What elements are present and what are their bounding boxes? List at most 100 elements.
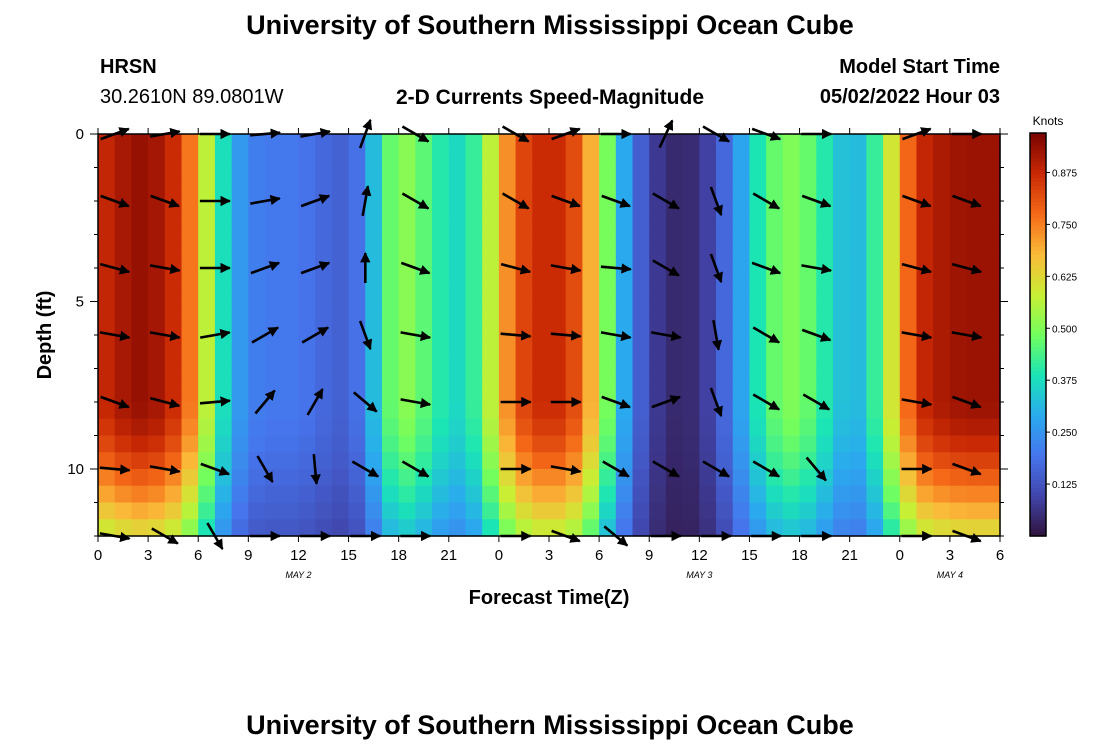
heatmap-cell [164, 418, 183, 437]
heatmap-cell [866, 335, 884, 353]
heatmap-cell [398, 435, 416, 453]
heatmap-cell [832, 150, 851, 169]
heatmap-cell [148, 502, 166, 520]
heatmap-cell [899, 301, 918, 319]
heatmap-cell [181, 351, 199, 370]
heatmap-cell [532, 201, 550, 219]
heatmap-cell [198, 318, 216, 336]
heatmap-cell [381, 150, 400, 169]
heatmap-cell [782, 519, 801, 537]
colorbar-segment [1030, 467, 1046, 473]
heatmap-cell [949, 167, 968, 185]
heatmap-cell [164, 251, 183, 269]
heatmap-cell [114, 234, 132, 252]
heatmap-cell [549, 318, 567, 336]
heatmap-cell [582, 519, 600, 537]
heatmap-cell [448, 201, 467, 219]
heatmap-cell [482, 402, 500, 420]
heatmap-cell [632, 268, 650, 286]
heatmap-cell [732, 469, 751, 487]
heatmap-cell [582, 134, 600, 152]
heatmap-cell [665, 134, 684, 152]
heatmap-cell [699, 335, 717, 353]
heatmap-cell [131, 418, 149, 437]
heatmap-cell [983, 485, 1001, 504]
heatmap-cell [599, 402, 617, 420]
heatmap-cell [883, 385, 901, 403]
heatmap-cell [816, 368, 834, 386]
heatmap-cell [498, 284, 517, 303]
x-tick-label: 12 [691, 547, 708, 564]
heatmap-cell [164, 150, 183, 169]
heatmap-cell [281, 150, 300, 169]
heatmap-cell [749, 184, 767, 202]
heatmap-cell [398, 402, 416, 420]
current-vector [310, 453, 321, 485]
heatmap-cell [549, 217, 567, 236]
heatmap-cell [131, 301, 149, 319]
colorbar-segment [1030, 427, 1046, 432]
colorbar-segment [1030, 137, 1046, 142]
heatmap-cell [665, 351, 684, 370]
heatmap-cell [549, 485, 567, 504]
colorbar-segment [1030, 435, 1046, 440]
heatmap-cell [448, 485, 467, 504]
current-vector [952, 395, 982, 409]
heatmap-cell [465, 452, 483, 470]
heatmap-cell [448, 435, 467, 453]
heatmap-cell [432, 167, 450, 185]
current-vector [199, 328, 231, 340]
colorbar-segment [1030, 439, 1046, 444]
heatmap-cell [582, 485, 600, 504]
heatmap-cell [966, 150, 984, 169]
heatmap-cell [131, 452, 149, 470]
heatmap-cell [415, 301, 433, 319]
current-vector [801, 194, 832, 208]
colorbar-segment [1030, 294, 1046, 299]
current-vector [550, 263, 582, 275]
heatmap-cell [331, 234, 350, 252]
heatmap-cell [966, 385, 984, 403]
heatmap-cell [582, 351, 600, 370]
heatmap-cell [131, 502, 149, 520]
heatmap-cell [381, 234, 400, 252]
heatmap-cell [749, 284, 767, 303]
heatmap-cell [782, 301, 801, 319]
heatmap-cell [331, 201, 350, 219]
heatmap-cell [181, 150, 199, 169]
current-vector [652, 259, 680, 277]
heatmap-cell [599, 502, 617, 520]
heatmap-cell [916, 435, 934, 453]
colorbar-segment [1030, 511, 1046, 517]
heatmap-cell [465, 184, 483, 202]
heatmap-cell [632, 234, 650, 252]
colorbar-segment [1030, 161, 1046, 166]
heatmap-cell [649, 318, 667, 336]
heatmap-cell [615, 217, 634, 236]
heatmap-cell [98, 201, 116, 219]
heatmap-cell [465, 485, 483, 504]
heatmap-cell [181, 469, 199, 487]
heatmap-cell [532, 251, 550, 269]
heatmap-cell [649, 150, 667, 169]
heatmap-cell [415, 234, 433, 252]
heatmap-cell [732, 452, 751, 470]
heatmap-cell [198, 268, 216, 286]
colorbar-segment [1030, 475, 1046, 481]
heatmap-cell [465, 402, 483, 420]
colorbar-segment [1030, 181, 1046, 186]
heatmap-cell [381, 368, 400, 386]
current-vector [600, 263, 632, 274]
heatmap-cell [816, 150, 834, 169]
heatmap-cell [599, 217, 617, 236]
heatmap-cell [298, 368, 316, 386]
heatmap-cell [565, 234, 583, 252]
heatmap-cell [482, 485, 500, 504]
current-vector [751, 261, 782, 275]
heatmap-cell [214, 519, 233, 537]
heatmap-cell [214, 184, 233, 202]
colorbar-tick-label: 0.250 [1052, 428, 1077, 439]
heatmap-cell [214, 452, 233, 470]
heatmap-cell [415, 318, 433, 336]
heatmap-cell [164, 452, 183, 470]
